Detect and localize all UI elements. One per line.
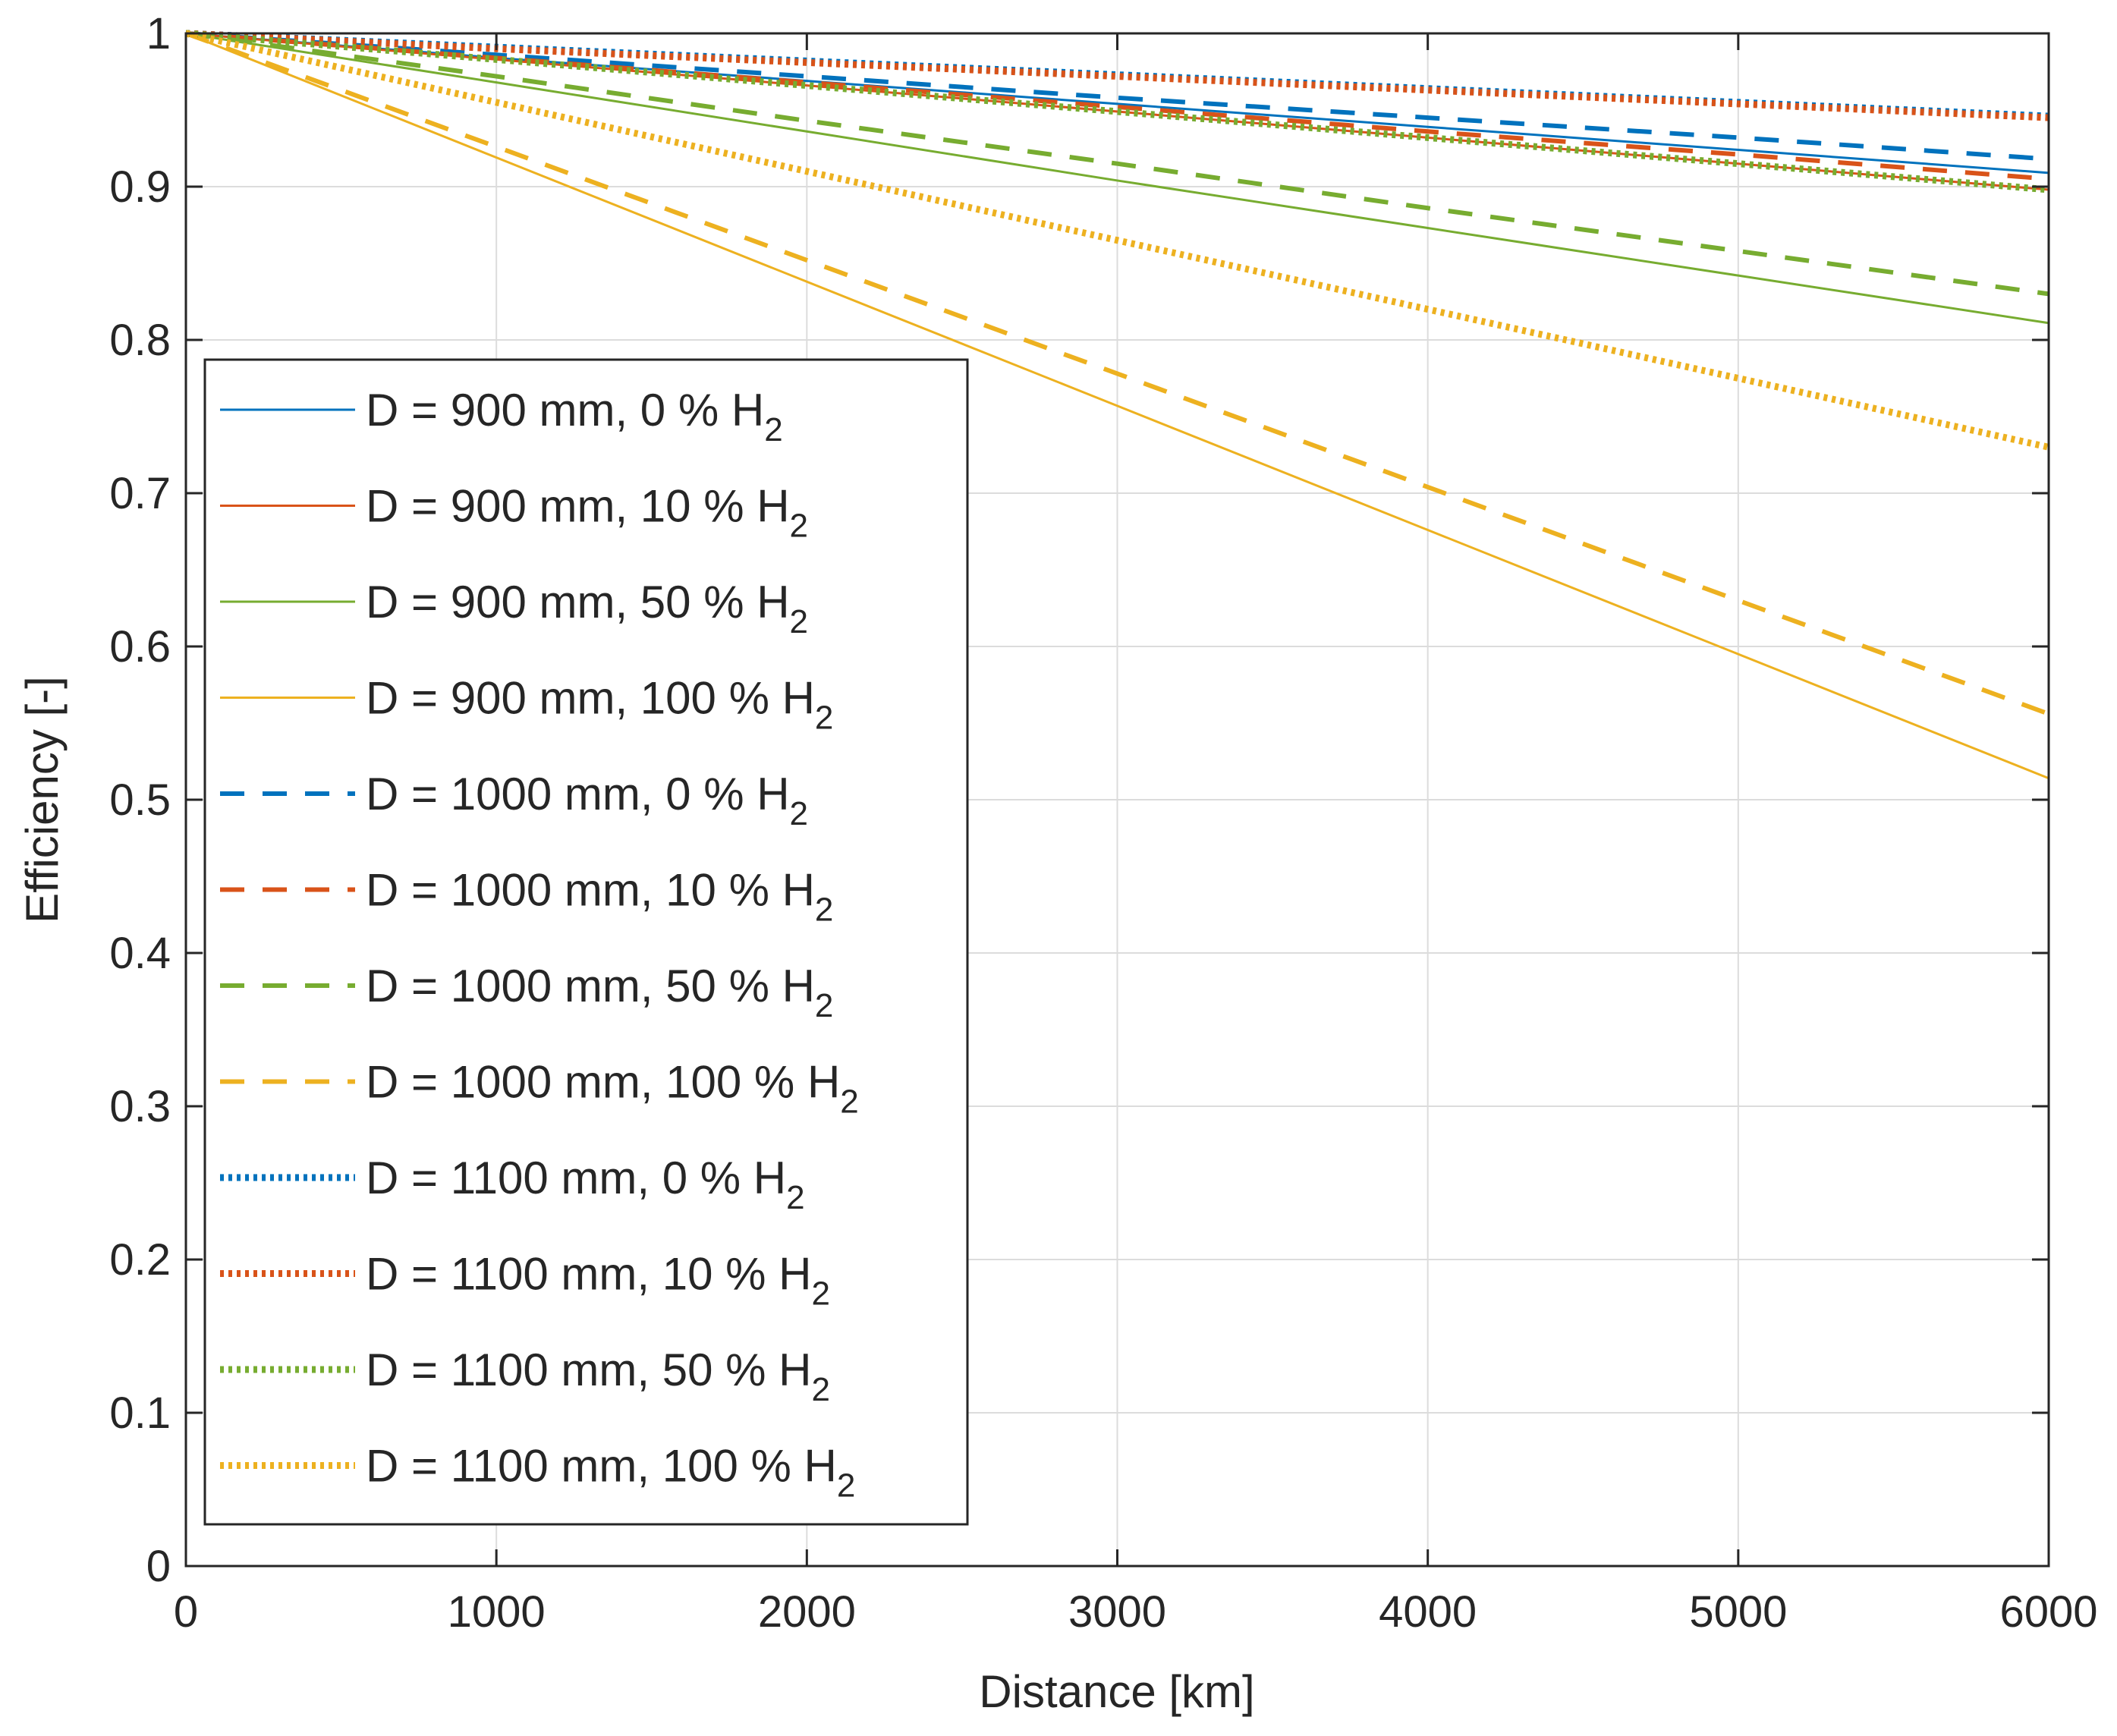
- y-tick-label: 0.5: [109, 775, 171, 825]
- legend-label-subscript: 2: [811, 1275, 829, 1313]
- y-tick-label: 1: [146, 9, 171, 58]
- legend-box: [203, 358, 969, 1526]
- legend-label-11: D = 1100 mm, 50 % H2: [366, 1344, 830, 1408]
- legend-label-5: D = 1000 mm, 0 % H2: [366, 769, 808, 832]
- y-tick-label: 0.2: [109, 1235, 171, 1285]
- legend-label-subscript: 2: [840, 1083, 858, 1121]
- x-tick-label: 1000: [448, 1587, 546, 1637]
- legend-label-6: D = 1000 mm, 10 % H2: [366, 865, 833, 929]
- y-tick-label: 0.9: [109, 162, 171, 212]
- x-tick-label: 2000: [758, 1587, 856, 1637]
- legend-label-subscript: 2: [764, 411, 782, 448]
- x-tick-label: 0: [174, 1587, 198, 1637]
- y-tick-label: 0.1: [109, 1388, 171, 1438]
- x-tick-label: 4000: [1379, 1587, 1477, 1637]
- legend-label-text: D = 1000 mm, 100 % H: [366, 1057, 840, 1108]
- legend-label-subscript: 2: [786, 1179, 804, 1216]
- legend-label-text: D = 1100 mm, 100 % H: [366, 1441, 837, 1492]
- legend-label-subscript: 2: [790, 795, 808, 832]
- series-line-8: [184, 31, 2050, 716]
- series-line-3: [185, 32, 2049, 325]
- legend-label-text: D = 1100 mm, 10 % H: [366, 1249, 811, 1300]
- legend-label-12: D = 1100 mm, 100 % H2: [366, 1441, 855, 1505]
- y-tick-label: 0.3: [109, 1082, 171, 1131]
- series-line-5: [185, 31, 2049, 162]
- legend-label-text: D = 900 mm, 100 % H: [366, 673, 815, 724]
- legend-label-subscript: 2: [837, 1467, 855, 1505]
- legend-label-text: D = 1100 mm, 50 % H: [366, 1344, 811, 1395]
- x-axis-ticks: 0 1000 2000 3000 4000 5000 6000: [174, 33, 2098, 1637]
- legend-items: D = 900 mm, 0 % H2D = 900 mm, 10 % H2D =…: [220, 385, 859, 1505]
- legend-label-3: D = 900 mm, 50 % H2: [366, 577, 808, 640]
- series-line-7: [185, 31, 2049, 297]
- legend-label-text: D = 1100 mm, 0 % H: [366, 1153, 786, 1203]
- legend-label-text: D = 900 mm, 0 % H: [366, 385, 764, 436]
- y-axis-ticks: 0 0.1 0.2 0.3 0.4 0.5 0.6 0.7 0.8 0.9 1: [109, 9, 2049, 1591]
- legend-label-text: D = 900 mm, 50 % H: [366, 577, 790, 627]
- legend-label-4: D = 900 mm, 100 % H2: [366, 673, 833, 737]
- y-tick-label: 0.7: [109, 469, 171, 518]
- legend-label-subscript: 2: [815, 892, 833, 929]
- legend-label-subscript: 2: [815, 700, 833, 737]
- legend-label-subscript: 2: [811, 1371, 829, 1408]
- legend-label-text: D = 1000 mm, 50 % H: [366, 961, 815, 1011]
- legend-label-2: D = 900 mm, 10 % H2: [366, 481, 808, 545]
- legend-label-text: D = 1000 mm, 10 % H: [366, 865, 815, 916]
- y-axis-label: Efficiency [-]: [17, 676, 68, 923]
- legend-label-text: D = 900 mm, 10 % H: [366, 481, 790, 532]
- y-tick-label: 0.8: [109, 316, 171, 365]
- legend: D = 900 mm, 0 % H2D = 900 mm, 10 % H2D =…: [203, 358, 969, 1526]
- series-line-12: [185, 30, 2049, 451]
- legend-label-7: D = 1000 mm, 50 % H2: [366, 961, 833, 1024]
- x-tick-label: 3000: [1068, 1587, 1166, 1637]
- legend-label-9: D = 1100 mm, 0 % H2: [366, 1153, 805, 1216]
- legend-label-subscript: 2: [790, 508, 808, 545]
- legend-label-text: D = 1000 mm, 0 % H: [366, 769, 790, 819]
- legend-label-1: D = 900 mm, 0 % H2: [366, 385, 783, 448]
- legend-label-subscript: 2: [790, 603, 808, 640]
- y-tick-label: 0.4: [109, 929, 171, 978]
- legend-label-8: D = 1000 mm, 100 % H2: [366, 1057, 859, 1121]
- x-tick-label: 6000: [1999, 1587, 2097, 1637]
- y-tick-label: 0.6: [109, 622, 171, 671]
- x-axis-label: Distance [km]: [979, 1666, 1254, 1717]
- series-line-4: [185, 32, 2049, 780]
- legend-label-10: D = 1100 mm, 10 % H2: [366, 1249, 830, 1313]
- series-line-11: [185, 30, 2049, 193]
- y-tick-label: 0: [146, 1542, 171, 1591]
- x-tick-label: 5000: [1689, 1587, 1787, 1637]
- legend-label-subscript: 2: [815, 987, 833, 1024]
